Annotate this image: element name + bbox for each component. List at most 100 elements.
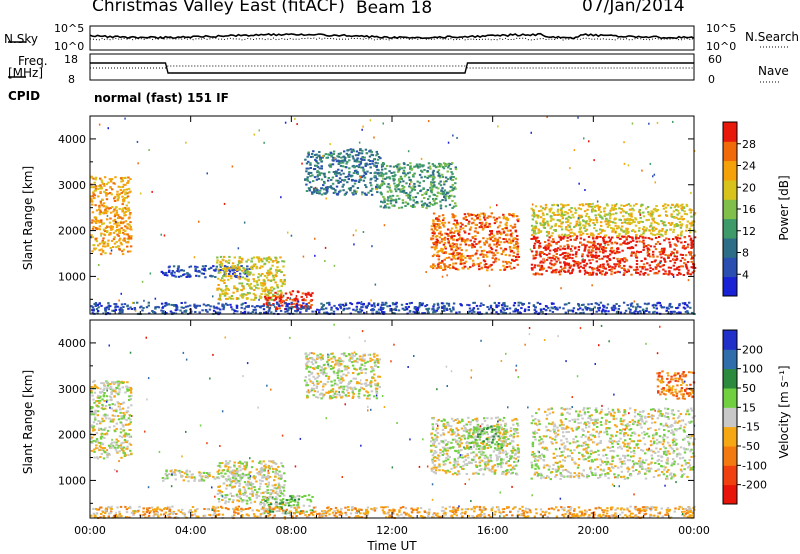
data-cell [118, 391, 121, 394]
data-cell [104, 413, 107, 416]
data-cell [628, 223, 632, 226]
data-cell [94, 189, 97, 192]
data-cell [112, 219, 115, 222]
data-cell [520, 302, 524, 305]
data-cell [432, 230, 435, 233]
data-cell [636, 303, 639, 306]
data-cell [289, 307, 292, 310]
data-cell [246, 265, 249, 268]
data-cell [121, 309, 124, 312]
data-cell [440, 261, 443, 264]
data-cell [499, 241, 503, 244]
data-cell [437, 263, 440, 266]
data-cell [115, 241, 118, 243]
data-cell [498, 236, 501, 239]
data-cell [504, 260, 508, 263]
data-cell [540, 251, 543, 253]
data-cell [295, 305, 299, 308]
data-cell [612, 249, 615, 252]
data-cell [649, 237, 652, 240]
data-cell [180, 306, 183, 309]
data-cell [527, 309, 530, 312]
data-cell [575, 220, 578, 223]
data-cell [176, 268, 180, 270]
data-cell [502, 215, 506, 218]
data-cell [199, 472, 202, 475]
data-cell [448, 264, 451, 266]
data-cell [102, 389, 105, 391]
data-cell [437, 306, 441, 309]
data-cell [228, 267, 231, 269]
data-cell [204, 475, 208, 477]
data-cell [541, 207, 545, 210]
data-cell [654, 207, 657, 210]
data-cell [194, 268, 197, 271]
data-cell [357, 166, 361, 169]
data-cell [329, 165, 333, 168]
data-cell [312, 150, 315, 153]
data-cell [468, 304, 471, 307]
data-cell [221, 290, 224, 293]
data-cell [171, 270, 174, 272]
data-cell [95, 227, 98, 229]
data-cell [224, 302, 228, 305]
data-cell [113, 446, 116, 449]
data-cell [555, 249, 559, 252]
data-cell [222, 292, 225, 295]
data-cell [630, 254, 633, 257]
data-cell [434, 166, 438, 169]
data-cell [123, 237, 126, 240]
data-cell [317, 191, 320, 194]
data-cell [634, 268, 637, 271]
data-cell [500, 253, 503, 256]
data-cell [126, 388, 129, 391]
data-cell [504, 253, 507, 256]
data-cell [372, 303, 376, 306]
data-cell [193, 477, 197, 480]
data-cell [412, 204, 415, 207]
noise-cell [488, 284, 491, 287]
data-cell [320, 187, 323, 190]
data-cell [586, 208, 589, 211]
data-cell [516, 215, 519, 218]
data-cell [619, 211, 623, 214]
noise-cell [496, 204, 498, 207]
data-cell [359, 310, 362, 313]
data-cell [657, 262, 660, 265]
data-cell [455, 226, 458, 229]
data-cell [544, 248, 547, 251]
data-cell [100, 181, 104, 184]
data-cell [121, 250, 124, 253]
data-cell [539, 222, 542, 225]
data-cell [628, 236, 632, 239]
data-cell [318, 174, 321, 177]
noise-cell [118, 299, 120, 302]
data-cell [145, 306, 149, 309]
data-cell [435, 202, 439, 205]
data-cell [133, 308, 137, 311]
data-cell [411, 206, 415, 208]
data-cell [610, 307, 614, 309]
data-cell [679, 273, 682, 276]
data-cell [232, 266, 235, 269]
data-cell [93, 384, 97, 387]
data-cell [542, 224, 545, 227]
data-cell [578, 216, 582, 219]
data-cell [625, 238, 628, 241]
data-cell [365, 193, 368, 196]
data-cell [282, 260, 286, 263]
data-cell [105, 194, 108, 197]
data-cell [644, 229, 648, 232]
data-cell [113, 395, 116, 398]
data-cell [442, 217, 446, 220]
data-cell [376, 162, 379, 165]
data-cell [550, 263, 553, 266]
data-cell [679, 204, 682, 207]
data-cell [389, 202, 393, 205]
data-cell [589, 203, 592, 206]
data-cell [250, 260, 253, 263]
data-cell [305, 162, 309, 165]
data-cell [675, 258, 679, 261]
data-cell [504, 223, 507, 226]
data-cell [169, 470, 172, 473]
